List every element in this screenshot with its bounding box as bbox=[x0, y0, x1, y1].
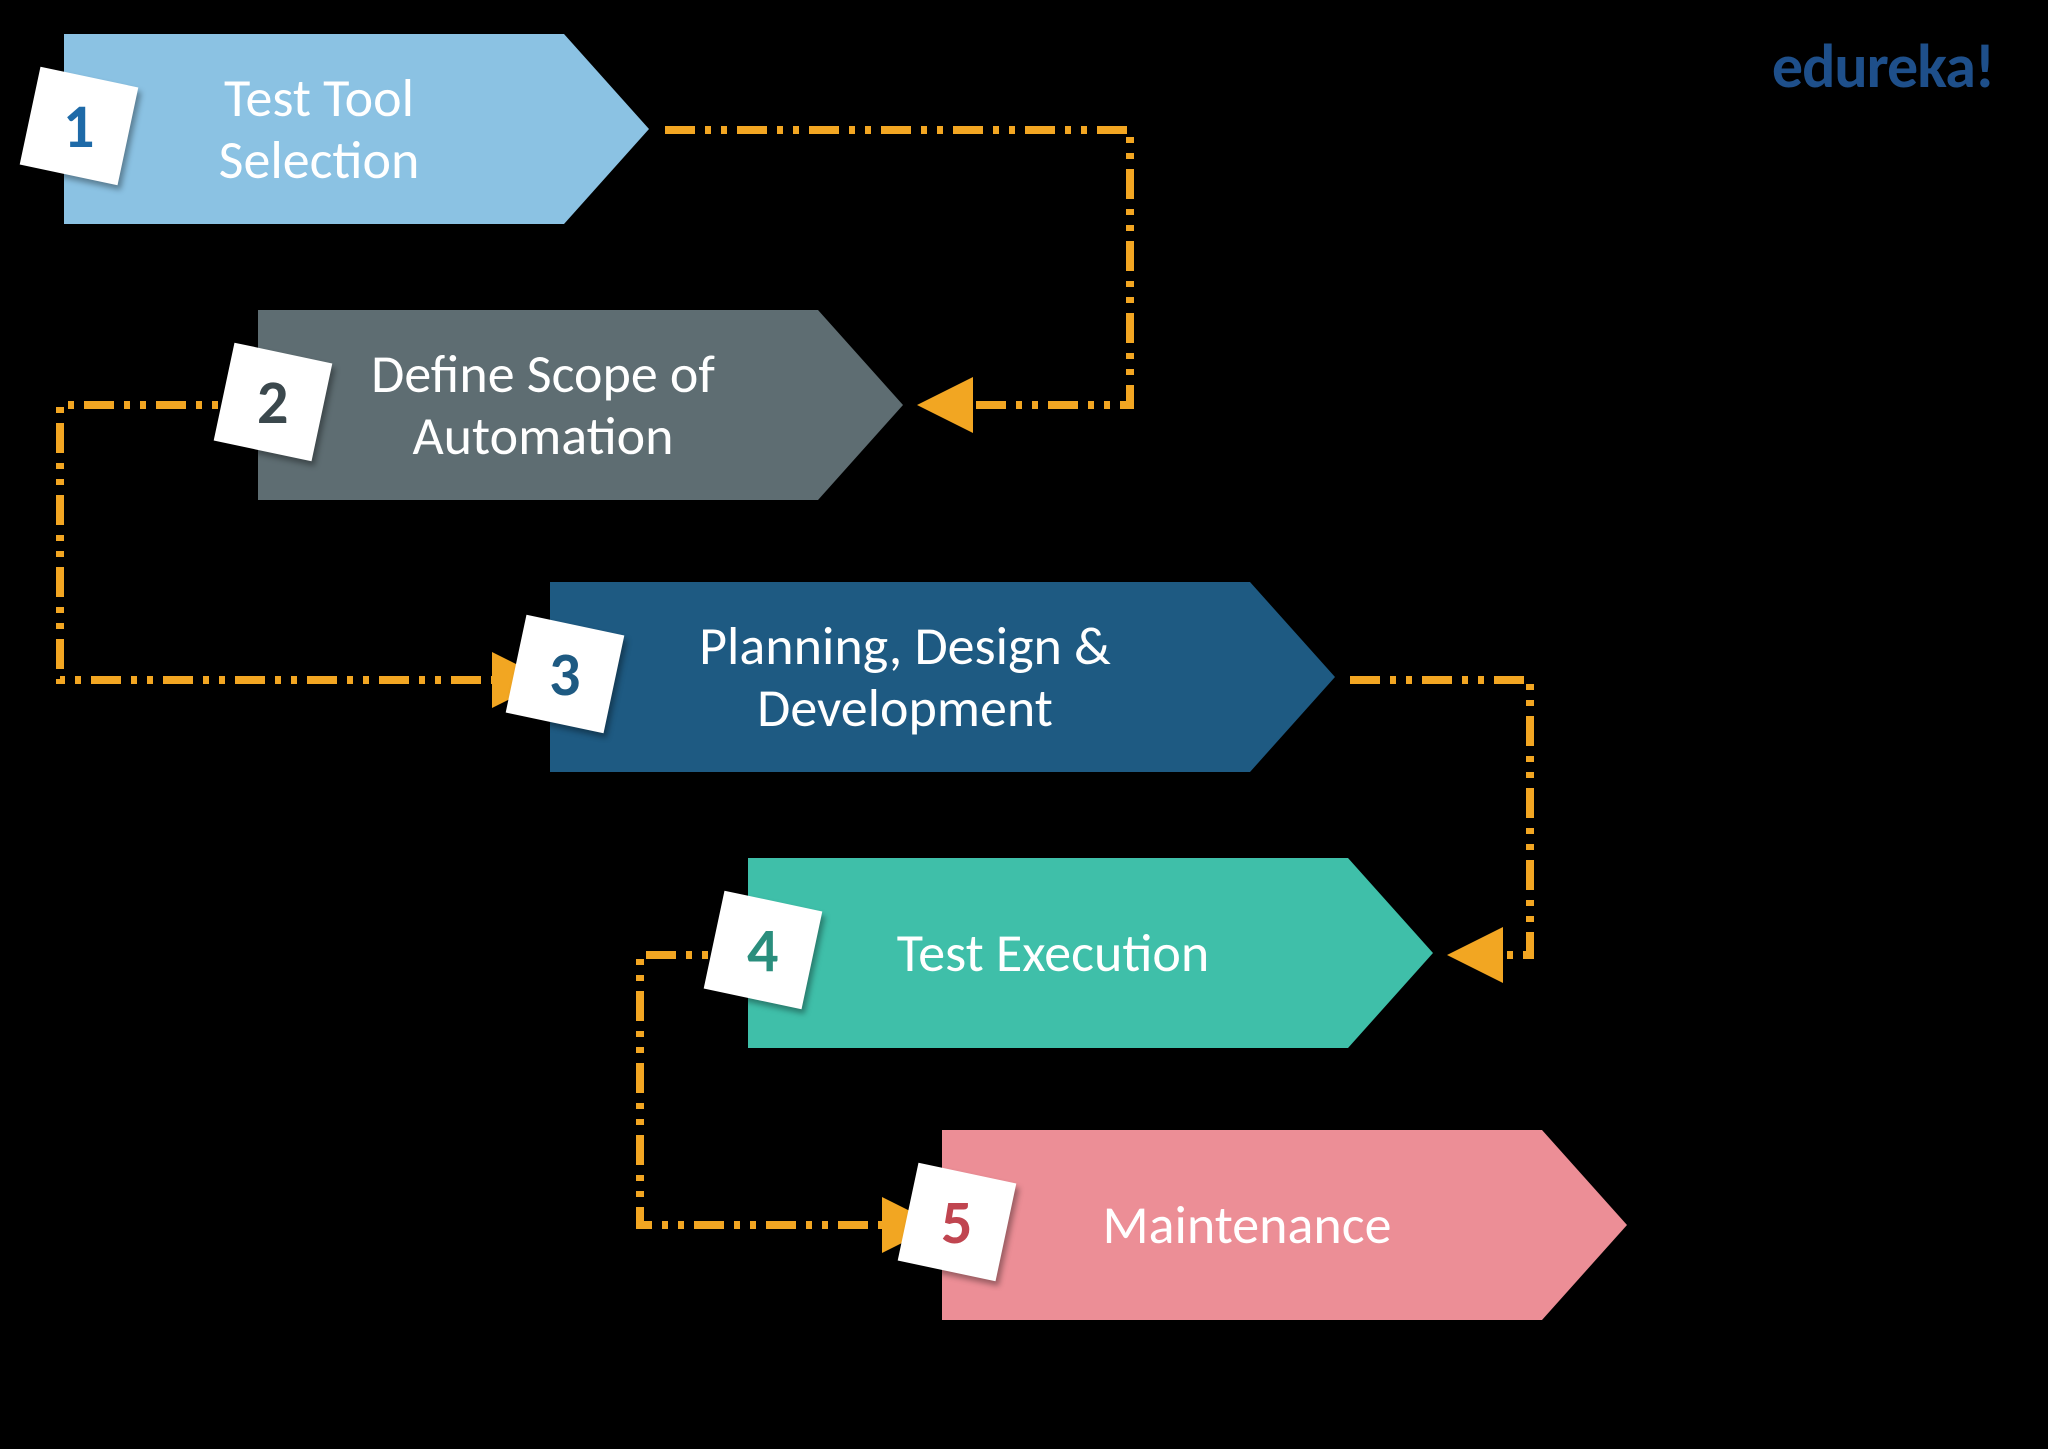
arrow-head-icon bbox=[564, 34, 649, 224]
arrow-head-icon bbox=[1250, 582, 1335, 772]
step-5: Maintenance5 bbox=[942, 1130, 1627, 1320]
step-label: Test Execution bbox=[748, 858, 1348, 1048]
step-2: Define Scope of Automation2 bbox=[258, 310, 903, 500]
step-4: Test Execution4 bbox=[748, 858, 1433, 1048]
brand-logo: edureka! bbox=[1772, 28, 1994, 104]
step-3: Planning, Design & Development3 bbox=[550, 582, 1335, 772]
step-number: 2 bbox=[257, 364, 288, 440]
arrow-head-icon bbox=[818, 310, 903, 500]
step-number-badge: 2 bbox=[214, 343, 333, 462]
arrow-head-icon bbox=[1348, 858, 1433, 1048]
step-number: 5 bbox=[941, 1184, 972, 1260]
step-number-badge: 4 bbox=[704, 891, 823, 1010]
step-label: Planning, Design & Development bbox=[550, 582, 1250, 772]
step-number-badge: 5 bbox=[898, 1163, 1017, 1282]
step-number: 4 bbox=[747, 912, 778, 988]
step-label: Maintenance bbox=[942, 1130, 1542, 1320]
step-number: 3 bbox=[549, 636, 580, 712]
flowchart-canvas: edureka! Test Tool Selection1 Define Scop… bbox=[0, 0, 2048, 1449]
step-label: Define Scope of Automation bbox=[258, 310, 818, 500]
step-number-badge: 3 bbox=[506, 615, 625, 734]
step-number: 1 bbox=[63, 88, 94, 164]
arrow-head-icon bbox=[1542, 1130, 1627, 1320]
step-1: Test Tool Selection1 bbox=[64, 34, 649, 224]
step-label: Test Tool Selection bbox=[64, 34, 564, 224]
step-number-badge: 1 bbox=[20, 67, 139, 186]
